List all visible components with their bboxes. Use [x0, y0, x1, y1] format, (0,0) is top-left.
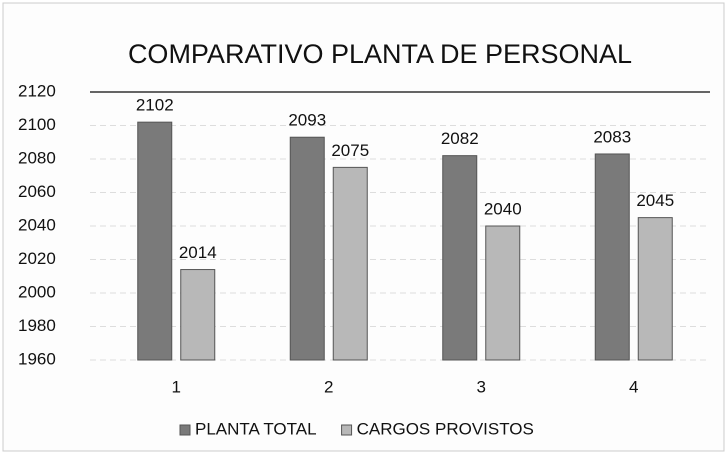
y-tick-label: 1980: [18, 316, 56, 335]
x-tick-label: 1: [172, 377, 181, 396]
y-tick-label: 1960: [18, 349, 56, 368]
bar: [289, 136, 325, 361]
data-label: 2040: [484, 199, 522, 218]
legend-label: PLANTA TOTAL: [195, 419, 317, 438]
data-label: 2075: [331, 141, 369, 160]
y-tick-label: 2020: [18, 249, 56, 268]
legend-swatch: [341, 424, 353, 436]
bar: [442, 155, 478, 361]
y-tick-label: 2000: [18, 282, 56, 301]
bar: [137, 121, 173, 361]
data-label: 2082: [441, 129, 479, 148]
bar: [637, 217, 673, 361]
chart-title: COMPARATIVO PLANTA DE PERSONAL: [128, 39, 632, 69]
bar: [332, 166, 368, 361]
x-tick-label: 3: [477, 377, 486, 396]
y-tick-label: 2100: [18, 115, 56, 134]
data-label: 2083: [593, 127, 631, 146]
y-tick-label: 2060: [18, 182, 56, 201]
bar: [594, 153, 630, 361]
legend-label: CARGOS PROVISTOS: [357, 419, 534, 438]
legend-swatch: [179, 424, 191, 436]
bar: [485, 225, 521, 361]
y-tick-label: 2080: [18, 148, 56, 167]
data-label: 2102: [136, 96, 174, 115]
x-tick-label: 2: [324, 377, 333, 396]
bar: [180, 269, 216, 361]
data-label: 2014: [179, 243, 217, 262]
y-tick-label: 2120: [18, 81, 56, 100]
y-tick-label: 2040: [18, 215, 56, 234]
x-tick-label: 4: [629, 377, 638, 396]
data-label: 2045: [636, 191, 674, 210]
data-label: 2093: [288, 111, 326, 130]
